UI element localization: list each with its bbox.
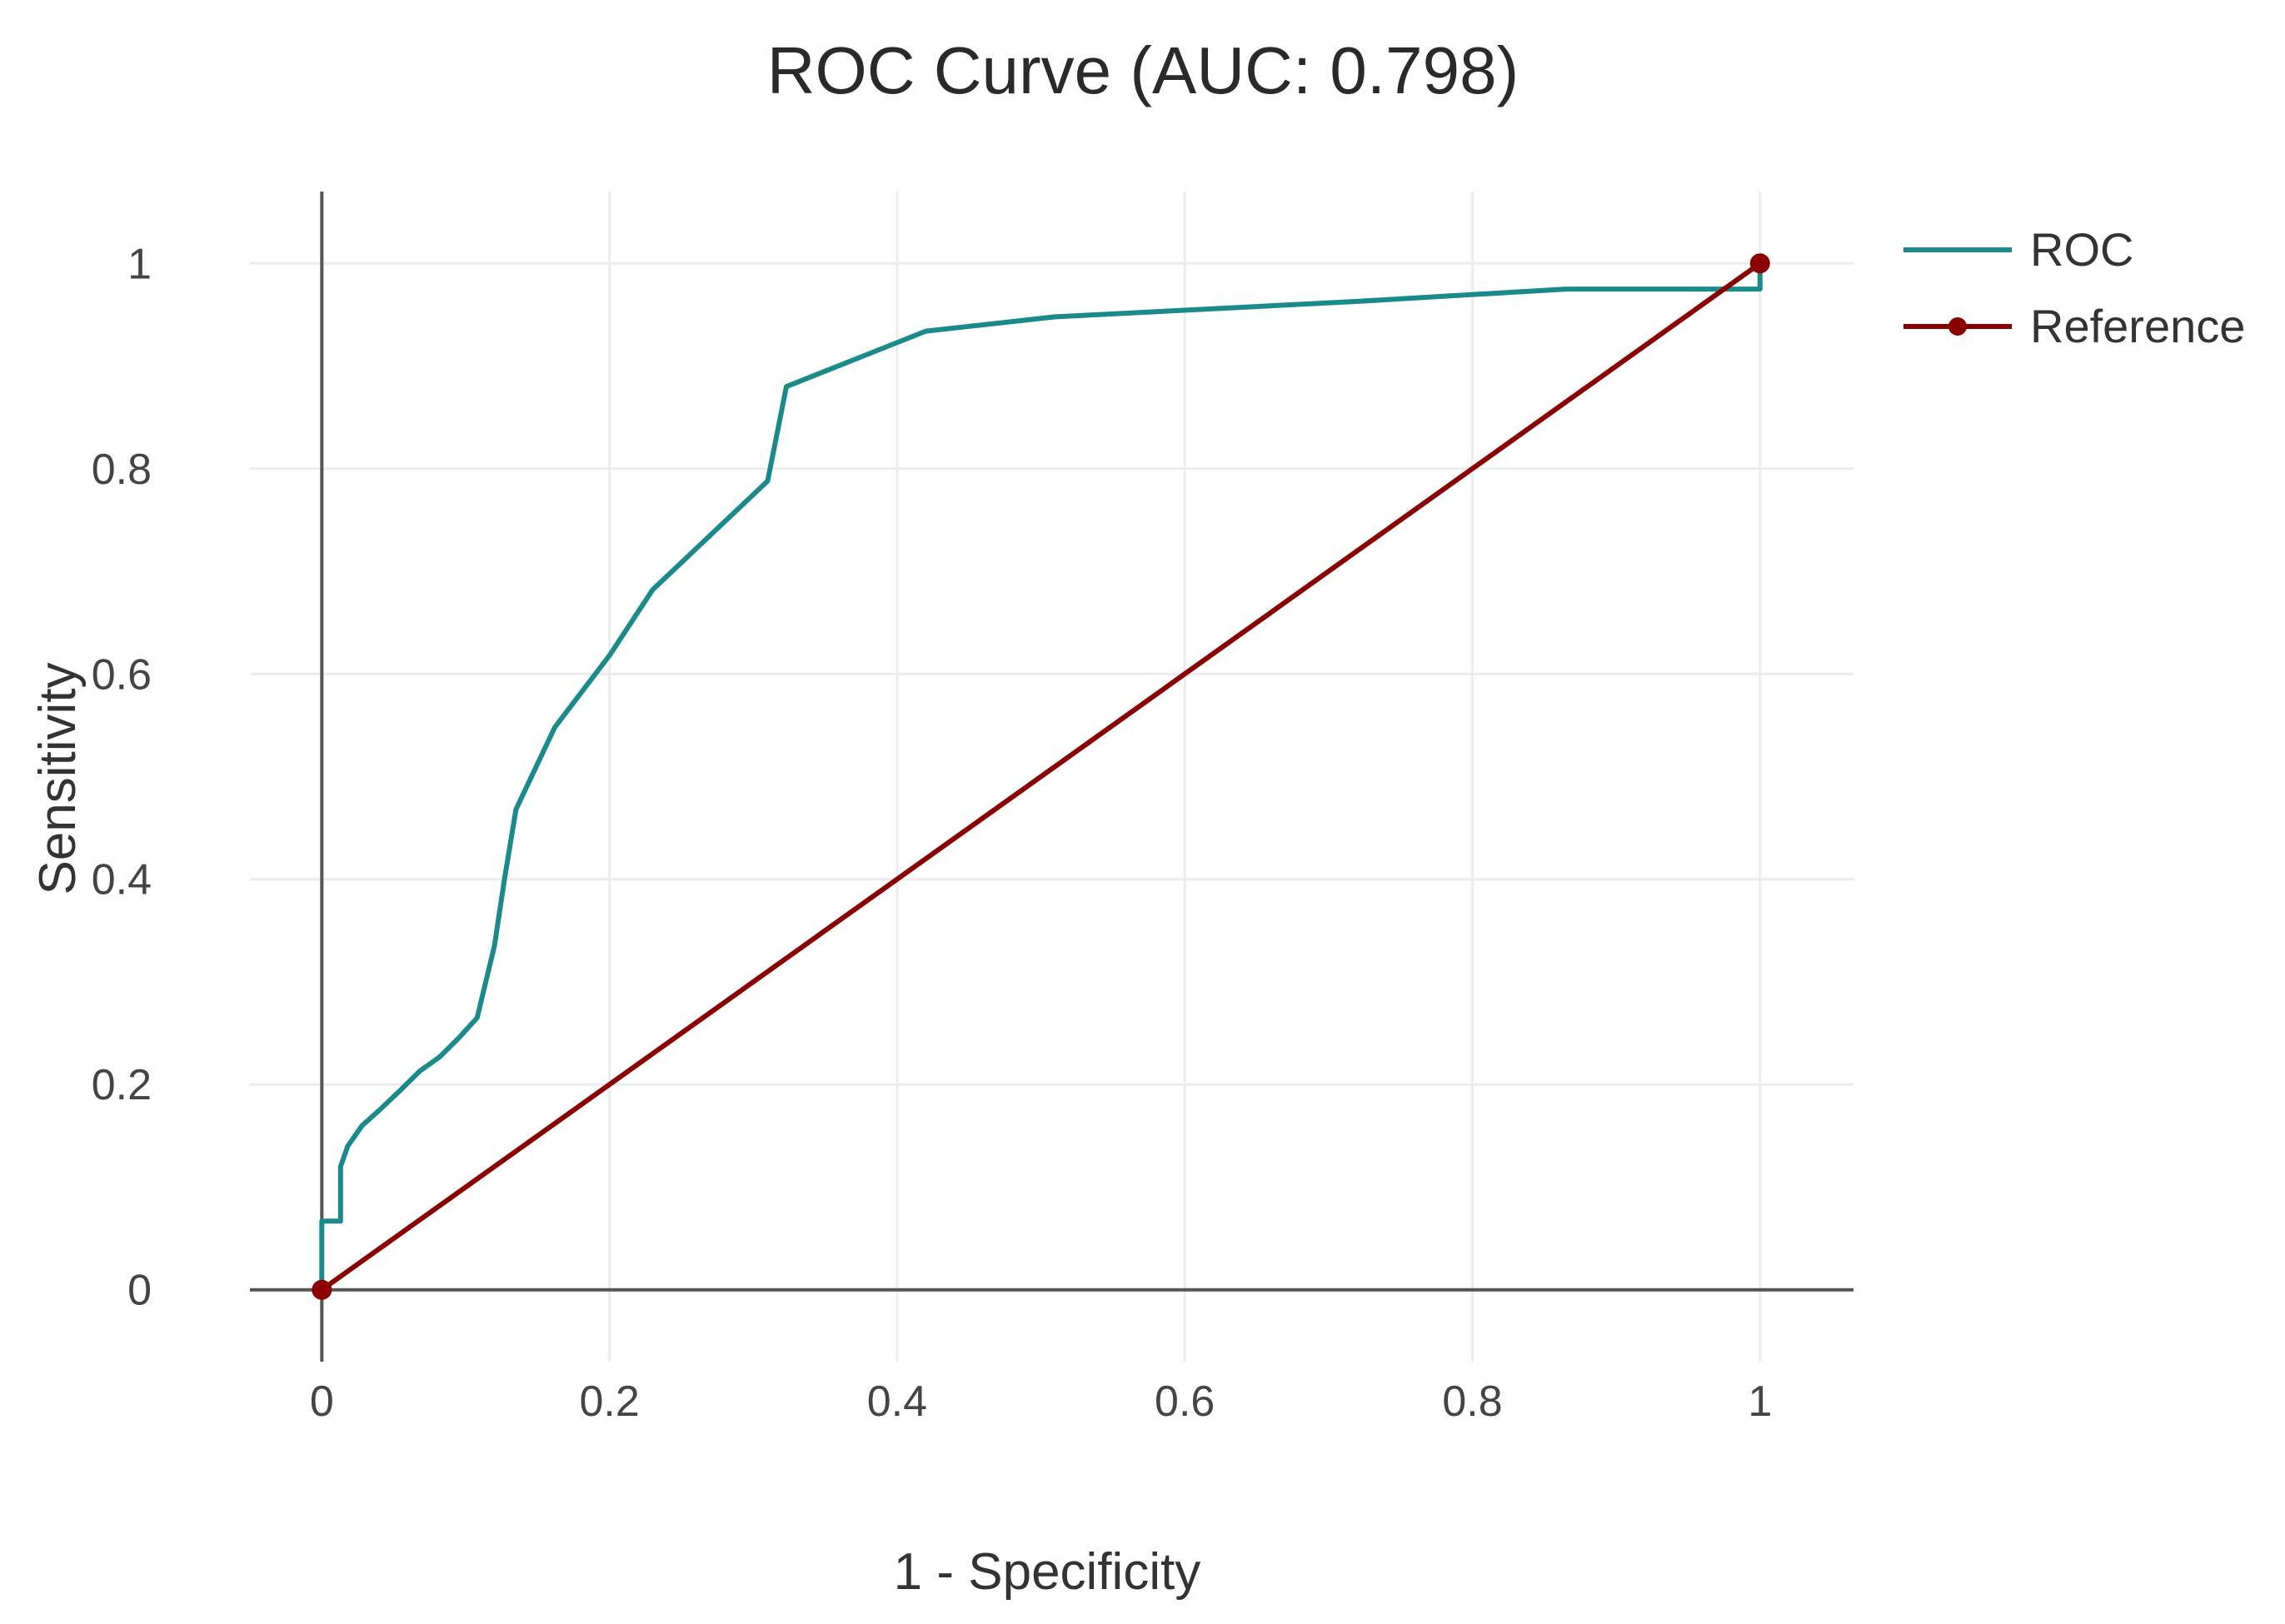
y-axis-label: Sensitivity	[29, 662, 87, 894]
x-tick-label: 0.6	[1155, 1377, 1215, 1426]
y-tick-label: 0.2	[92, 1061, 152, 1109]
x-axis-label: 1 - Specificity	[894, 1543, 1201, 1601]
x-tick-label: 1	[1748, 1377, 1772, 1426]
zero-lines	[250, 192, 1853, 1362]
legend[interactable]: ROC Reference	[1903, 223, 2245, 352]
chart-title: ROC Curve (AUC: 0.798)	[767, 33, 1519, 107]
legend-marker	[1948, 317, 1967, 336]
series-line-roc[interactable]	[319, 261, 1763, 1293]
legend-label: Reference	[2030, 300, 2245, 352]
y-tick-label: 0.6	[92, 650, 152, 699]
tick-labels: 0 0.2 0.4 0.6 0.8 1 0 0.2 0.4 0.6 0.8 1	[92, 240, 1773, 1426]
legend-label: ROC	[2030, 223, 2133, 276]
grid	[250, 192, 1853, 1362]
y-tick-label: 0.8	[92, 446, 152, 494]
y-tick-label: 1	[127, 240, 152, 288]
series-layer	[312, 253, 1770, 1300]
series-point-reference[interactable]	[1749, 253, 1770, 274]
legend-item-roc[interactable]: ROC	[1903, 223, 2133, 276]
x-tick-label: 0.4	[867, 1377, 927, 1426]
legend-item-reference[interactable]: Reference	[1903, 300, 2245, 352]
x-tick-label: 0.8	[1442, 1377, 1502, 1426]
series-line-reference[interactable]	[319, 261, 1763, 1293]
x-tick-label: 0.2	[579, 1377, 639, 1426]
y-tick-label: 0	[127, 1267, 152, 1315]
series-point-reference[interactable]	[312, 1279, 332, 1300]
y-tick-label: 0.4	[92, 856, 152, 904]
x-tick-label: 0	[310, 1377, 334, 1426]
